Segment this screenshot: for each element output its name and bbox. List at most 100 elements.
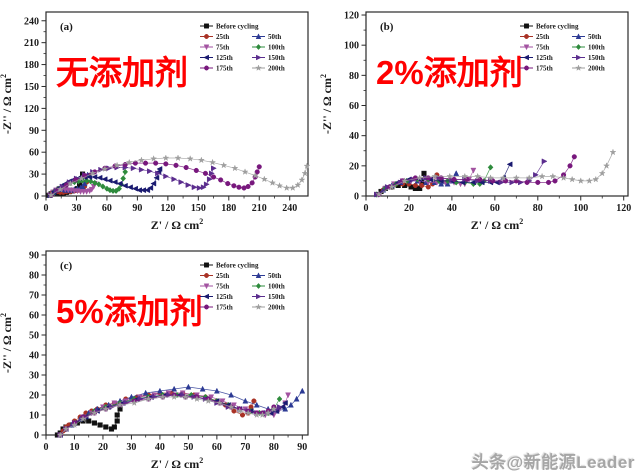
legend: Before cycling 25th 50th 75th 100th 125th 150t…: [520, 22, 605, 72]
svg-text:70: 70: [240, 442, 250, 453]
svg-text:30: 30: [71, 203, 81, 214]
axes: 0 10 20 30 40 50 60 70 80 90 0 10 20 30 40 50 60 70 80 90: [29, 250, 309, 453]
svg-text:40: 40: [29, 351, 39, 362]
svg-text:40: 40: [447, 203, 457, 214]
svg-text:10: 10: [29, 411, 39, 422]
svg-text:60: 60: [349, 101, 359, 112]
axes: 0 20 40 60 80 100 120 0 20 40 60 80 100 120: [344, 11, 631, 214]
svg-text:60: 60: [102, 203, 112, 214]
svg-text:120: 120: [344, 11, 359, 22]
axes: 0 30 60 90 120 150 180 210 240 0 30 60 90 120 150 180 21…: [24, 11, 309, 214]
series-200th: [56, 393, 278, 439]
nyquist-chart-a-svg: 0 30 60 90 120 150 180 210 240 0 30 60 90 120 150 180 21…: [0, 11, 311, 232]
svg-text:25th: 25th: [216, 272, 229, 280]
svg-text:50th: 50th: [268, 33, 281, 41]
svg-text:75th: 75th: [536, 43, 549, 51]
svg-text:0: 0: [44, 203, 49, 214]
svg-text:150th: 150th: [268, 293, 285, 301]
svg-text:80: 80: [349, 71, 359, 82]
svg-text:80: 80: [29, 271, 39, 282]
svg-text:Before cycling: Before cycling: [216, 261, 259, 269]
svg-text:100th: 100th: [268, 282, 285, 290]
svg-text:50th: 50th: [268, 272, 281, 280]
svg-text:Before cycling: Before cycling: [216, 22, 259, 30]
svg-text:90: 90: [29, 126, 39, 137]
svg-text:125th: 125th: [536, 54, 553, 62]
y-axis-label: -Z'' / Ω cm2: [320, 74, 334, 134]
svg-text:175th: 175th: [216, 64, 233, 72]
series-200th: [47, 154, 311, 199]
svg-text:50: 50: [29, 331, 39, 342]
svg-text:240: 240: [24, 16, 39, 27]
nyquist-chart-b: 0 20 40 60 80 100 120 0 20 40 60 80 100 120 Z' / Ω cm2…: [320, 0, 640, 236]
svg-text:120: 120: [160, 203, 175, 214]
svg-text:180: 180: [24, 60, 39, 71]
svg-text:25th: 25th: [536, 33, 549, 41]
watermark: 头条@新能源Leader: [471, 453, 635, 472]
svg-text:30: 30: [29, 170, 39, 181]
legend: Before cycling 25th 50th 75th 100th 125th 150t…: [200, 261, 285, 311]
svg-text:100: 100: [573, 203, 588, 214]
svg-text:25th: 25th: [216, 33, 229, 41]
panel-label: (a): [60, 21, 73, 33]
svg-text:150th: 150th: [268, 54, 285, 62]
annotation-additive-label: 2%添加剂: [376, 54, 523, 91]
svg-text:80: 80: [269, 442, 279, 453]
svg-text:200th: 200th: [588, 64, 605, 72]
svg-text:60: 60: [490, 203, 500, 214]
svg-text:0: 0: [34, 192, 39, 203]
svg-text:Before cycling: Before cycling: [536, 22, 579, 30]
svg-text:0: 0: [44, 442, 49, 453]
svg-text:240: 240: [282, 203, 297, 214]
svg-text:0: 0: [354, 192, 359, 203]
svg-text:150th: 150th: [588, 54, 605, 62]
series-200th: [375, 148, 617, 198]
svg-text:0: 0: [364, 203, 369, 214]
svg-text:30: 30: [126, 442, 136, 453]
svg-text:180: 180: [221, 203, 236, 214]
svg-text:200th: 200th: [268, 303, 285, 311]
svg-text:70: 70: [29, 291, 39, 302]
svg-text:40: 40: [349, 131, 359, 142]
svg-text:60: 60: [29, 148, 39, 159]
svg-text:40: 40: [155, 442, 165, 453]
svg-text:90: 90: [297, 442, 307, 453]
svg-text:125th: 125th: [216, 293, 233, 301]
y-axis-label: -Z'' / Ω cm2: [0, 74, 14, 134]
svg-text:20: 20: [404, 203, 414, 214]
svg-text:100th: 100th: [268, 43, 285, 51]
svg-text:150: 150: [191, 203, 206, 214]
svg-text:30: 30: [29, 371, 39, 382]
svg-text:20: 20: [349, 161, 359, 172]
svg-text:60: 60: [212, 442, 222, 453]
svg-text:125th: 125th: [216, 54, 233, 62]
svg-text:50th: 50th: [588, 33, 601, 41]
svg-text:175th: 175th: [536, 64, 553, 72]
svg-text:60: 60: [29, 311, 39, 322]
nyquist-chart-c-svg: 0 10 20 30 40 50 60 70 80 90 0 10 20 30 40 50 60 70 80 90 Z'…: [0, 250, 309, 471]
svg-text:200th: 200th: [268, 64, 285, 72]
svg-text:75th: 75th: [216, 43, 229, 51]
svg-text:80: 80: [533, 203, 543, 214]
svg-text:20: 20: [98, 442, 108, 453]
svg-text:90: 90: [29, 251, 39, 262]
svg-text:150: 150: [24, 82, 39, 93]
panel-label: (c): [60, 260, 73, 272]
legend: Before cycling 25th 50th 75th 100th 125th 150t…: [200, 22, 285, 72]
svg-text:100: 100: [344, 41, 359, 52]
svg-text:100th: 100th: [588, 43, 605, 51]
svg-text:0: 0: [34, 431, 39, 442]
svg-text:120: 120: [616, 203, 631, 214]
svg-text:50: 50: [183, 442, 193, 453]
y-axis-label: -Z'' / Ω cm2: [0, 313, 14, 373]
annotation-additive-label: 5%添加剂: [56, 293, 203, 330]
nyquist-chart-c: 0 10 20 30 40 50 60 70 80 90 0 10 20 30 40 50 60 70 80 90 Z'…: [0, 239, 320, 475]
annotation-additive-label: 无添加剂: [56, 54, 188, 91]
svg-text:10: 10: [69, 442, 79, 453]
nyquist-chart-b-svg: 0 20 40 60 80 100 120 0 20 40 60 80 100 120 Z' / Ω cm2…: [320, 11, 631, 232]
svg-text:90: 90: [132, 203, 142, 214]
x-axis-label: Z' / Ω cm2: [151, 217, 204, 232]
svg-text:210: 210: [24, 38, 39, 49]
nyquist-chart-a: 0 30 60 90 120 150 180 210 240 0 30 60 90 120 150 180 21…: [0, 0, 320, 236]
